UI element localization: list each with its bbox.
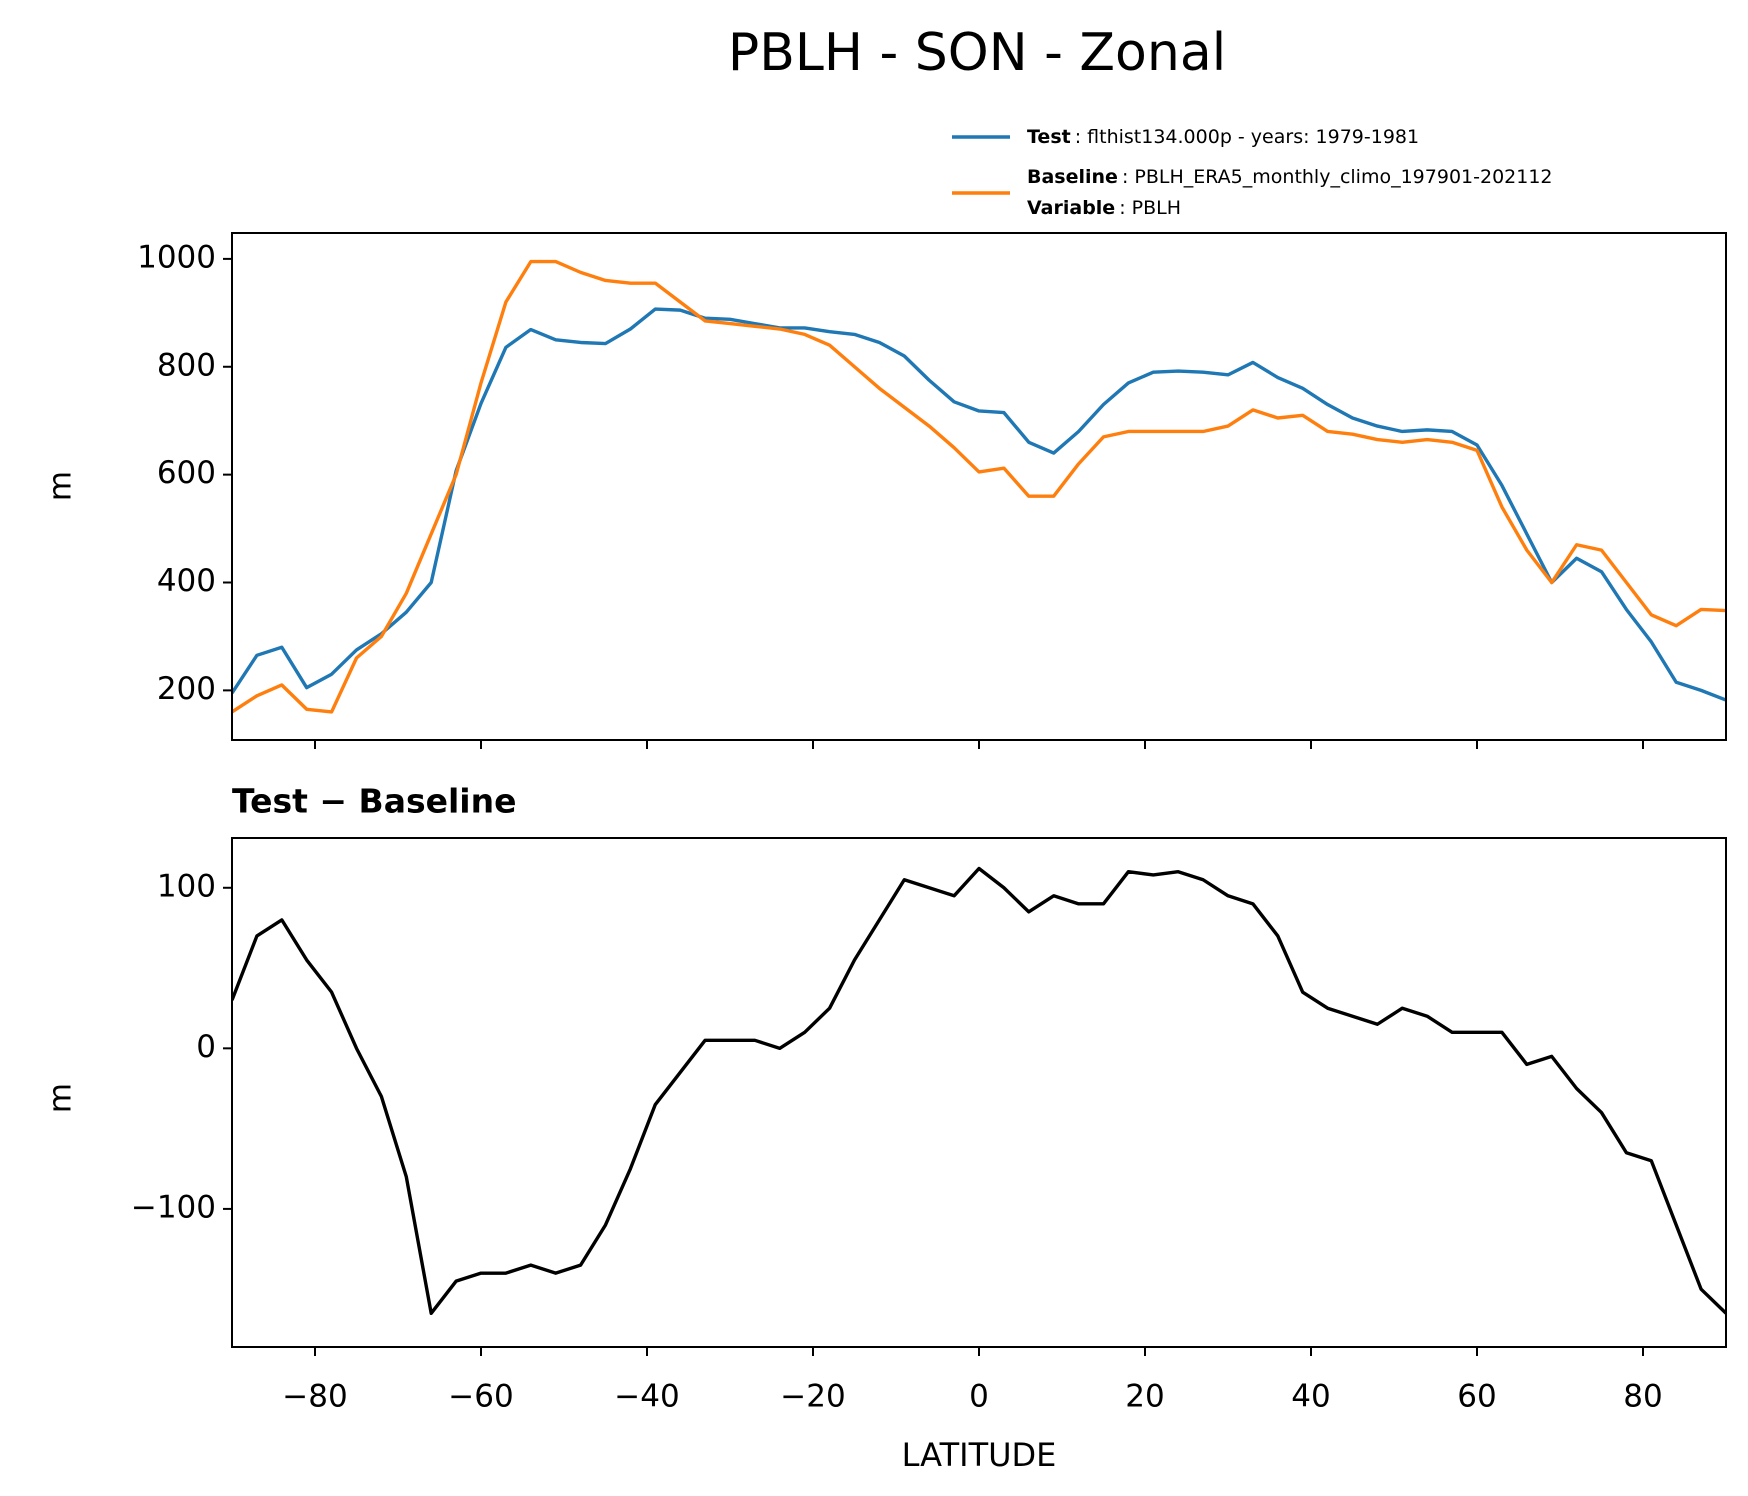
y-tick-label: 1000 [137,239,216,275]
axes-frame [231,837,1727,1348]
x-tick-label: −40 [614,1379,679,1415]
data-line [232,866,1726,1315]
y-tick-label: −100 [131,1189,216,1225]
y-tick-label: 0 [196,1029,216,1065]
legend-entry: Variable: PBLH [1027,197,1181,219]
legend-key: Baseline [1027,166,1118,188]
data-line [232,307,1726,702]
legend-entry: Test: flthist134.000p - years: 1979-1981 [1027,126,1419,148]
x-tick-label: 0 [969,1379,989,1415]
y-axis-label: m [43,1083,79,1113]
x-tick-label: −20 [780,1379,845,1415]
y-tick-label: 100 [157,868,216,904]
y-tick-label: 800 [157,347,216,383]
y-tick-label: 600 [157,455,216,491]
legend-entry: Baseline: PBLH_ERA5_monthly_climo_197901… [1027,166,1553,188]
x-tick-label: −80 [282,1379,347,1415]
subplot-title: Test − Baseline [232,782,517,821]
x-tick-label: 80 [1623,1379,1662,1415]
plot-area [232,866,1726,1315]
x-tick-label: −60 [448,1379,513,1415]
legend-key: Variable [1027,197,1115,219]
x-tick-label: 40 [1291,1379,1330,1415]
x-tick-label: 20 [1125,1379,1164,1415]
figure-title: PBLH - SON - Zonal [728,23,1226,83]
y-tick-label: 400 [157,563,216,599]
y-axis-label: m [43,471,79,501]
legend-key: Test [1027,126,1071,148]
x-axis-label: LATITUDE [902,1436,1057,1474]
legend-text: : PBLH_ERA5_monthly_climo_197901-202112 [1122,166,1553,188]
plot-area [232,259,1726,714]
y-tick-label: 200 [157,671,216,707]
data-line [232,259,1726,714]
legend-text: : PBLH [1119,197,1181,219]
legend-text: : flthist134.000p - years: 1979-1981 [1075,126,1419,148]
x-tick-label: 60 [1457,1379,1496,1415]
